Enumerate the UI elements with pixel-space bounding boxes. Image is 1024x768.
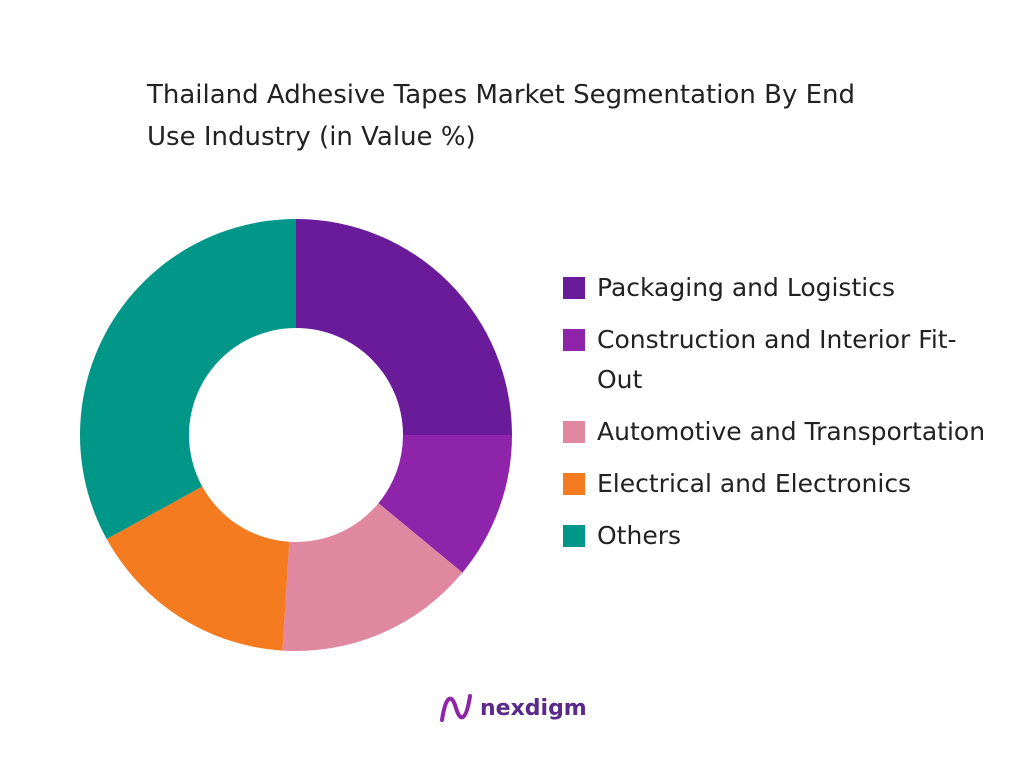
legend-label: Construction and Interior Fit-Out [597, 325, 957, 394]
legend-label: Electrical and Electronics [597, 469, 912, 498]
donut-slice [296, 219, 512, 435]
donut-slice [106, 486, 290, 651]
legend-label: Automotive and Transportation [597, 417, 986, 446]
donut-slice [282, 503, 463, 652]
legend-label: Others [597, 521, 682, 550]
brand-name: nexdigm [480, 695, 587, 721]
brand: nexdigm [438, 690, 587, 726]
legend-item: Construction and Interior Fit-Out [563, 320, 1003, 400]
legend-swatch [563, 329, 585, 351]
legend-item: Others [563, 516, 1003, 556]
donut-slice [378, 435, 512, 573]
chart-title: Thailand Adhesive Tapes Market Segmentat… [147, 80, 856, 152]
donut-slice [80, 219, 297, 540]
legend-swatch [563, 473, 585, 495]
legend-swatch [563, 277, 585, 299]
legend-item: Automotive and Transportation [563, 412, 1003, 452]
legend-swatch [563, 421, 585, 443]
legend-item: Electrical and Electronics [563, 464, 1003, 504]
legend-swatch [563, 525, 585, 547]
legend: Packaging and Logistics Construction and … [563, 268, 1003, 568]
legend-item: Packaging and Logistics [563, 268, 1003, 308]
brand-logo [440, 694, 472, 722]
legend-label: Packaging and Logistics [597, 273, 895, 302]
chart [80, 219, 512, 652]
